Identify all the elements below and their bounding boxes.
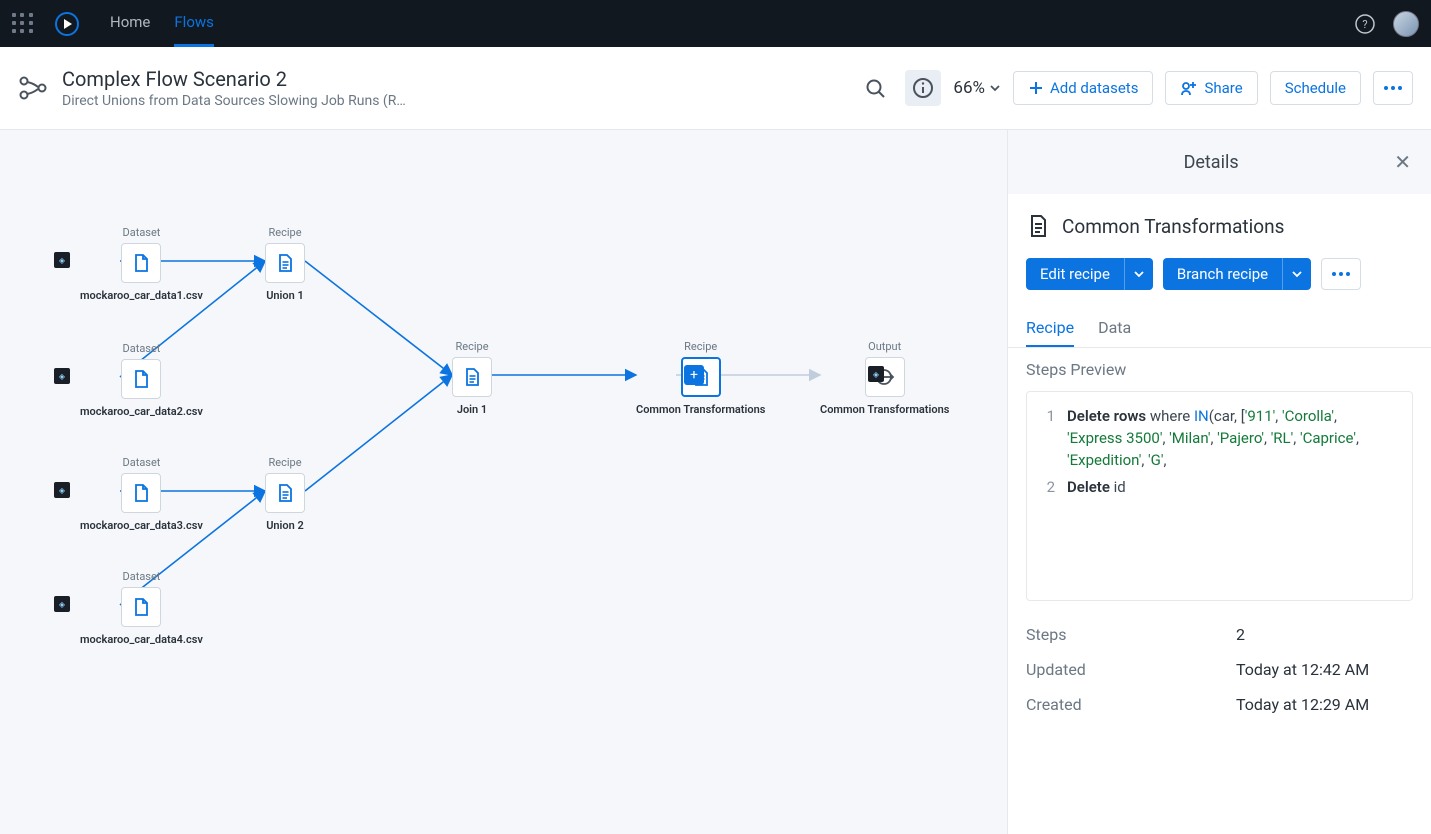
external-source-icon (54, 482, 70, 498)
meta-updated-label: Updated (1026, 660, 1236, 679)
node-box[interactable] (121, 243, 161, 283)
step-text: Delete id (1067, 477, 1126, 499)
flow-node-ds2[interactable]: Dataset mockaroo_car_data2.csv (80, 342, 203, 418)
external-source-icon (54, 252, 70, 268)
node-type-label: Recipe (455, 340, 488, 353)
recipe-icon (1026, 214, 1050, 238)
node-label: Common Transformations (636, 403, 765, 416)
node-type-label: Dataset (123, 456, 161, 469)
share-icon (1180, 80, 1198, 96)
node-type-label: Dataset (123, 570, 161, 583)
ellipsis-icon (1384, 86, 1402, 90)
flow-node-u1[interactable]: Recipe Union 1 (265, 226, 305, 302)
flow-subtitle: Direct Unions from Data Sources Slowing … (62, 93, 412, 109)
node-type-label: Output (868, 340, 901, 353)
flow-icon (18, 73, 48, 103)
recipe-step: 2 Delete id (1043, 477, 1396, 499)
chevron-down-icon (989, 82, 1001, 94)
node-box[interactable] (121, 473, 161, 513)
node-label: mockaroo_car_data2.csv (80, 405, 203, 418)
flow-node-out[interactable]: Output Common Transformations (820, 340, 949, 416)
node-label: mockaroo_car_data1.csv (80, 289, 203, 302)
flow-node-ds1[interactable]: Dataset mockaroo_car_data1.csv (80, 226, 203, 302)
flow-node-u2[interactable]: Recipe Union 2 (265, 456, 305, 532)
node-label: mockaroo_car_data4.csv (80, 633, 203, 646)
step-text: Delete rows where IN(car, ['911', 'Corol… (1067, 406, 1367, 471)
branch-recipe-button[interactable]: Branch recipe (1163, 258, 1311, 290)
apps-menu-icon[interactable] (12, 13, 34, 35)
nav-flows[interactable]: Flows (174, 0, 214, 47)
close-icon[interactable]: ✕ (1394, 150, 1411, 174)
main-area: Dataset mockaroo_car_data1.csv Dataset mock… (0, 130, 1431, 834)
node-box[interactable] (452, 357, 492, 397)
edit-recipe-button[interactable]: Edit recipe (1026, 258, 1153, 290)
node-type-label: Recipe (268, 456, 301, 469)
meta-steps-label: Steps (1026, 625, 1236, 644)
top-nav: Home Flows ? (0, 0, 1431, 47)
external-source-icon (54, 368, 70, 384)
node-box[interactable] (265, 243, 305, 283)
ellipsis-icon (1332, 272, 1350, 276)
user-avatar[interactable] (1393, 11, 1419, 37)
external-source-icon (54, 596, 70, 612)
flow-canvas[interactable]: Dataset mockaroo_car_data1.csv Dataset mock… (0, 130, 1007, 834)
recipe-step: 1Delete rows where IN(car, ['911', 'Coro… (1043, 406, 1396, 471)
meta-steps-value: 2 (1236, 625, 1245, 644)
node-type-label: Dataset (123, 342, 161, 355)
recipe-name: Common Transformations (1062, 215, 1284, 238)
help-icon[interactable]: ? (1355, 14, 1375, 34)
node-label: Join 1 (457, 403, 487, 416)
flow-node-ds4[interactable]: Dataset mockaroo_car_data4.csv (80, 570, 203, 646)
flow-node-ct[interactable]: Recipe Common Transformations + (636, 340, 765, 416)
external-target-icon (868, 366, 884, 382)
svg-text:?: ? (1362, 18, 1367, 31)
node-type-label: Recipe (684, 340, 717, 353)
node-box[interactable] (265, 473, 305, 513)
share-button[interactable]: Share (1165, 71, 1257, 105)
more-menu-button[interactable] (1373, 71, 1413, 105)
search-icon[interactable] (857, 70, 893, 106)
flow-title: Complex Flow Scenario 2 (62, 67, 412, 91)
nav-home[interactable]: Home (110, 0, 150, 47)
node-type-label: Recipe (268, 226, 301, 239)
step-number: 2 (1043, 477, 1055, 499)
details-panel: Details ✕ Common Transformations Edit re… (1007, 130, 1431, 834)
node-box[interactable] (121, 587, 161, 627)
details-title: Details (1028, 152, 1394, 173)
steps-preview-label: Steps Preview (1008, 348, 1431, 391)
steps-preview-box: 1Delete rows where IN(car, ['911', 'Coro… (1026, 391, 1413, 601)
page-header: Complex Flow Scenario 2 Direct Unions fr… (0, 47, 1431, 130)
flow-node-j1[interactable]: Recipe Join 1 (452, 340, 492, 416)
branch-recipe-caret[interactable] (1282, 258, 1311, 290)
node-label: Union 2 (266, 519, 304, 532)
step-number: 1 (1043, 406, 1055, 471)
flow-node-ds3[interactable]: Dataset mockaroo_car_data3.csv (80, 456, 203, 532)
info-icon[interactable] (905, 70, 941, 106)
tab-data[interactable]: Data (1098, 310, 1131, 347)
node-label: Union 1 (266, 289, 304, 302)
meta-created-label: Created (1026, 695, 1236, 714)
node-box[interactable] (121, 359, 161, 399)
meta-created-value: Today at 12:29 AM (1236, 695, 1369, 714)
node-type-label: Dataset (123, 226, 161, 239)
meta-updated-value: Today at 12:42 AM (1236, 660, 1369, 679)
add-step-button[interactable]: + (684, 365, 704, 385)
product-logo[interactable] (54, 11, 80, 37)
schedule-button[interactable]: Schedule (1270, 71, 1361, 105)
zoom-selector[interactable]: 66% (953, 78, 1001, 98)
add-datasets-button[interactable]: Add datasets (1013, 71, 1153, 105)
edit-recipe-caret[interactable] (1124, 258, 1153, 290)
tab-recipe[interactable]: Recipe (1026, 310, 1074, 347)
recipe-more-button[interactable] (1321, 258, 1361, 290)
node-label: Common Transformations (820, 403, 949, 416)
node-label: mockaroo_car_data3.csv (80, 519, 203, 532)
plus-icon (1028, 80, 1044, 96)
